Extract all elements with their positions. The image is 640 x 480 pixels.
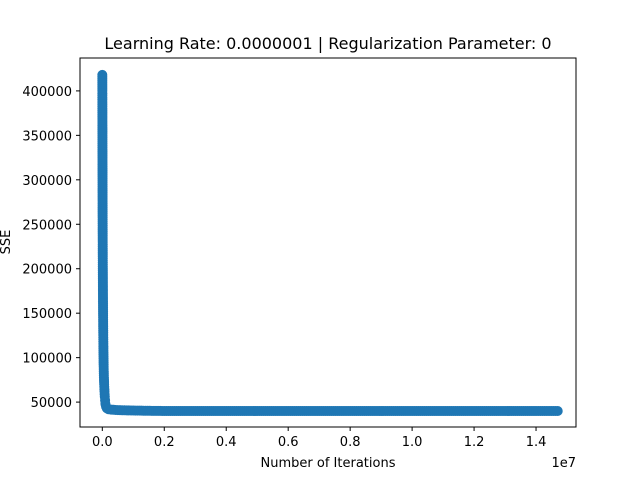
plot-frame: [79, 57, 577, 428]
chart-title: Learning Rate: 0.0000001 | Regularizatio…: [104, 34, 551, 53]
x-tick-label: 0.4: [216, 435, 237, 450]
x-tick-label: 0.2: [154, 435, 175, 450]
y-tick-label: 350000: [22, 129, 72, 144]
x-axis: 0.0 0.2 0.4 0.6 0.8 1.0 1.2 1.4: [92, 427, 546, 450]
y-axis-label: SSE: [0, 230, 14, 255]
x-tick-label: 0.0: [92, 435, 113, 450]
x-tick-label: 0.6: [278, 435, 299, 450]
y-tick-label: 150000: [22, 307, 72, 322]
y-tick-label: 100000: [22, 352, 72, 367]
x-tick-label: 1.4: [526, 435, 547, 450]
y-tick-label: 250000: [22, 218, 72, 233]
x-axis-label: Number of Iterations: [261, 456, 396, 471]
y-axis: 50000 100000 150000 200000 250000 300000 35000…: [22, 85, 80, 411]
data-marks: [97, 69, 563, 416]
data-point: [552, 405, 563, 416]
x-axis-offset-label: 1e7: [551, 456, 576, 471]
x-tick-label: 1.2: [464, 435, 485, 450]
x-tick-label: 1.0: [402, 435, 423, 450]
y-tick-label: 50000: [31, 396, 72, 411]
x-tick-label: 0.8: [340, 435, 361, 450]
y-tick-label: 400000: [22, 85, 72, 100]
y-tick-label: 300000: [22, 174, 72, 189]
y-tick-label: 200000: [22, 263, 72, 278]
